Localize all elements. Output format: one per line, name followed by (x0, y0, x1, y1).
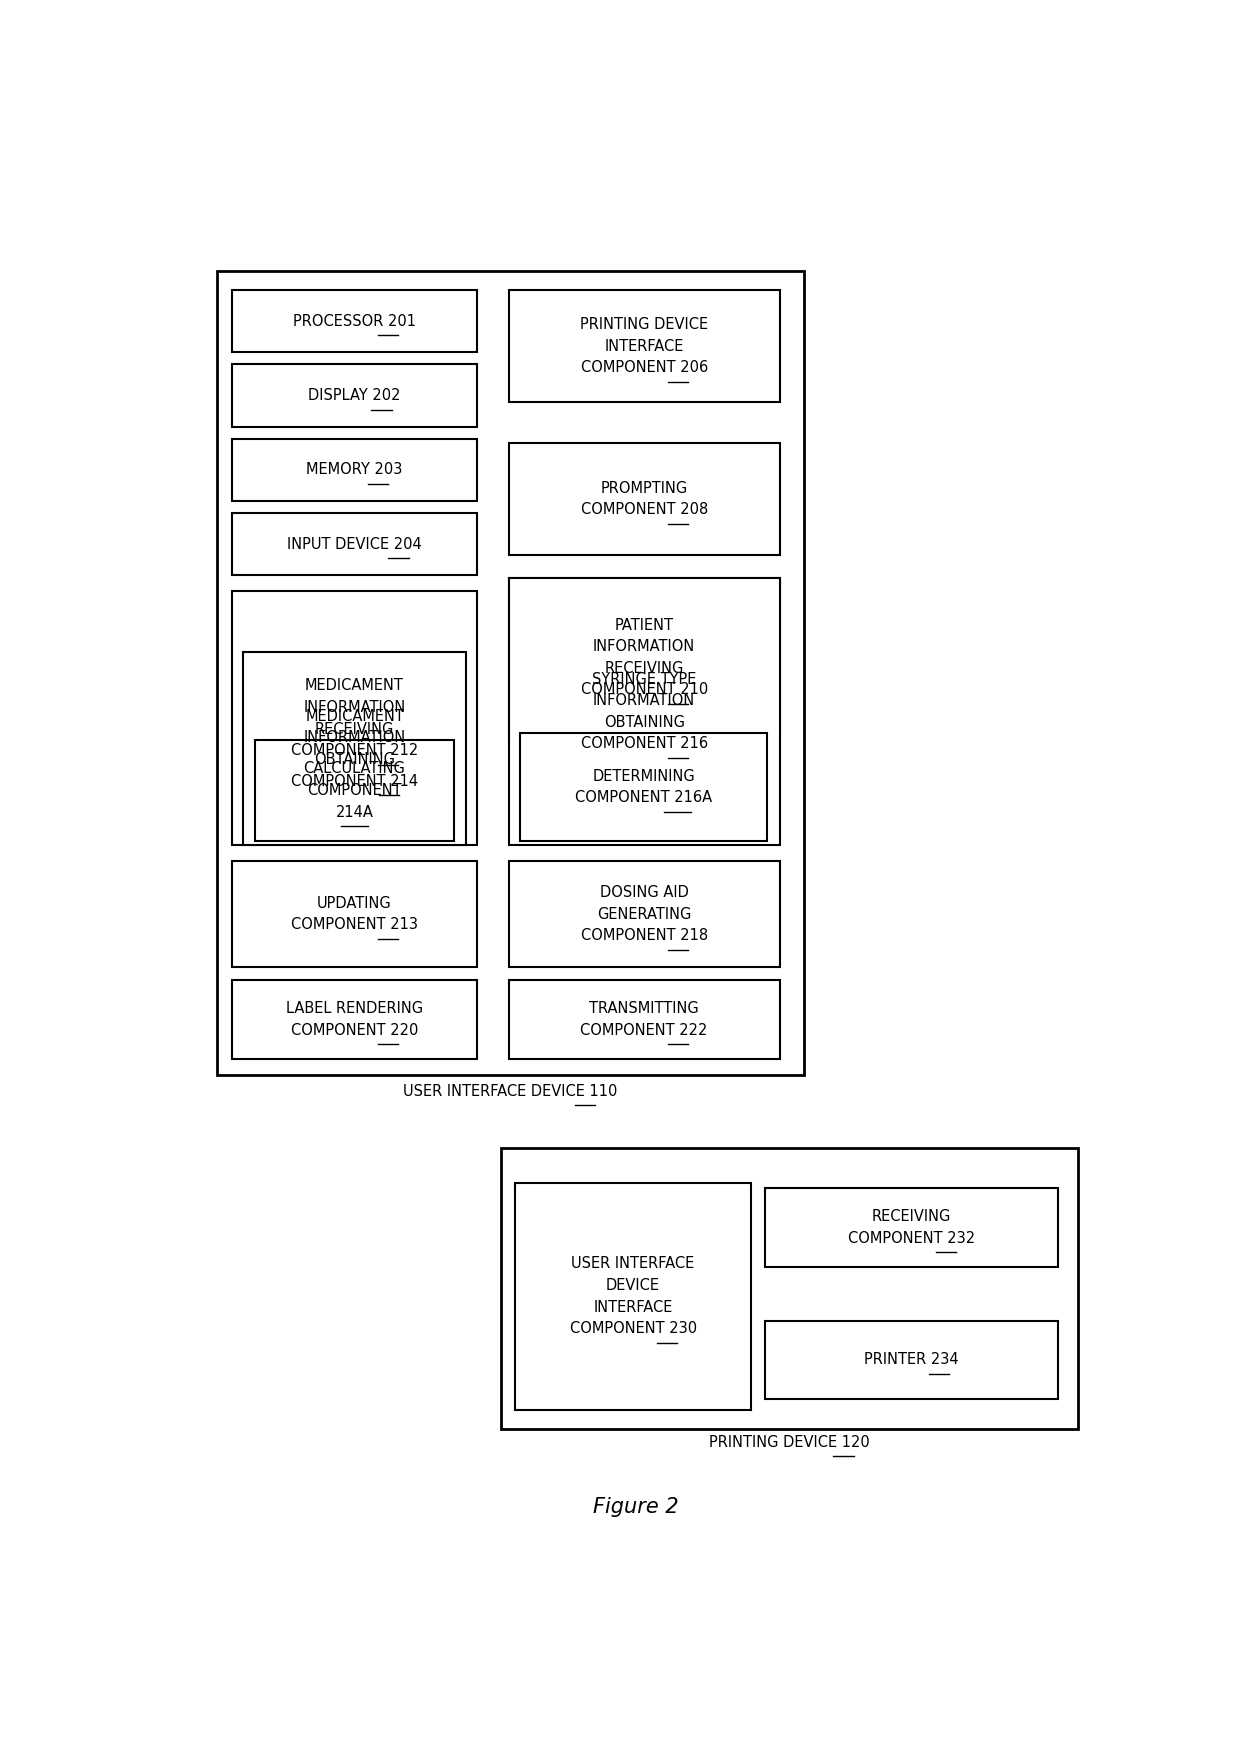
Text: INFORMATION: INFORMATION (304, 730, 405, 745)
Bar (217, 272, 804, 1075)
Text: OBTAINING: OBTAINING (315, 752, 396, 766)
Text: COMPONENT: COMPONENT (308, 782, 402, 798)
Text: RECEIVING: RECEIVING (872, 1209, 951, 1224)
Bar (232, 289, 477, 353)
Text: RECEIVING: RECEIVING (604, 661, 683, 675)
Bar (232, 591, 477, 845)
Bar (508, 980, 780, 1059)
Bar (501, 1147, 1078, 1430)
Text: COMPONENT 210: COMPONENT 210 (580, 682, 708, 698)
Bar (508, 577, 780, 737)
Text: PROMPTING: PROMPTING (600, 481, 688, 496)
Text: PATIENT: PATIENT (615, 617, 673, 633)
Bar (508, 861, 780, 966)
Text: DOSING AID: DOSING AID (600, 886, 688, 900)
Text: LABEL RENDERING: LABEL RENDERING (286, 1002, 423, 1016)
Text: PRINTING DEVICE: PRINTING DEVICE (580, 317, 708, 332)
Text: COMPONENT 232: COMPONENT 232 (848, 1231, 976, 1245)
Text: SYRINGE TYPE: SYRINGE TYPE (591, 672, 697, 686)
Text: OBTAINING: OBTAINING (604, 716, 684, 730)
Bar (516, 1182, 750, 1410)
Text: PRINTING DEVICE 120: PRINTING DEVICE 120 (709, 1435, 869, 1451)
Text: PROCESSOR 201: PROCESSOR 201 (293, 314, 415, 328)
Text: COMPONENT 222: COMPONENT 222 (580, 1023, 708, 1038)
Text: DETERMINING: DETERMINING (593, 768, 696, 784)
Text: COMPONENT 218: COMPONENT 218 (580, 928, 708, 944)
Bar (232, 980, 477, 1059)
Text: COMPONENT 212: COMPONENT 212 (291, 744, 418, 758)
Text: CALCULATING: CALCULATING (304, 761, 405, 777)
Text: DISPLAY 202: DISPLAY 202 (309, 388, 401, 403)
Text: COMPONENT 220: COMPONENT 220 (290, 1023, 418, 1038)
Bar (232, 438, 477, 502)
Text: MEMORY 203: MEMORY 203 (306, 463, 403, 477)
Text: UPDATING: UPDATING (317, 896, 392, 910)
Text: INFORMATION: INFORMATION (304, 700, 405, 716)
Bar (232, 512, 477, 575)
Bar (765, 1187, 1058, 1266)
Text: DEVICE: DEVICE (606, 1279, 660, 1293)
Text: COMPONENT 230: COMPONENT 230 (569, 1321, 697, 1337)
Bar (243, 652, 466, 845)
Text: INTERFACE: INTERFACE (594, 1300, 673, 1316)
Text: COMPONENT 213: COMPONENT 213 (291, 917, 418, 933)
Text: USER INTERFACE DEVICE 110: USER INTERFACE DEVICE 110 (403, 1084, 618, 1098)
Bar (508, 577, 780, 845)
Text: PRINTER 234: PRINTER 234 (864, 1352, 959, 1368)
Text: RECEIVING: RECEIVING (315, 721, 394, 737)
Text: INFORMATION: INFORMATION (593, 638, 696, 654)
Text: MEDICAMENT: MEDICAMENT (305, 679, 404, 693)
Text: COMPONENT 216: COMPONENT 216 (580, 737, 708, 751)
Bar (765, 1321, 1058, 1400)
Bar (508, 442, 780, 554)
Bar (508, 289, 780, 402)
Text: COMPONENT 216A: COMPONENT 216A (575, 791, 712, 805)
Bar (255, 740, 454, 842)
Text: Figure 2: Figure 2 (593, 1496, 678, 1517)
Text: INFORMATION: INFORMATION (593, 693, 696, 709)
Text: 214A: 214A (336, 805, 373, 819)
Text: GENERATING: GENERATING (596, 907, 692, 921)
Bar (521, 733, 768, 842)
Text: COMPONENT 214: COMPONENT 214 (291, 774, 418, 789)
Text: MEDICAMENT: MEDICAMENT (305, 709, 404, 724)
Text: INPUT DEVICE 204: INPUT DEVICE 204 (286, 537, 422, 551)
Text: TRANSMITTING: TRANSMITTING (589, 1002, 699, 1016)
Text: USER INTERFACE: USER INTERFACE (572, 1256, 694, 1272)
Bar (232, 365, 477, 426)
Text: COMPONENT 208: COMPONENT 208 (580, 502, 708, 517)
Text: COMPONENT 206: COMPONENT 206 (580, 360, 708, 375)
Bar (232, 861, 477, 966)
Text: INTERFACE: INTERFACE (604, 339, 683, 354)
